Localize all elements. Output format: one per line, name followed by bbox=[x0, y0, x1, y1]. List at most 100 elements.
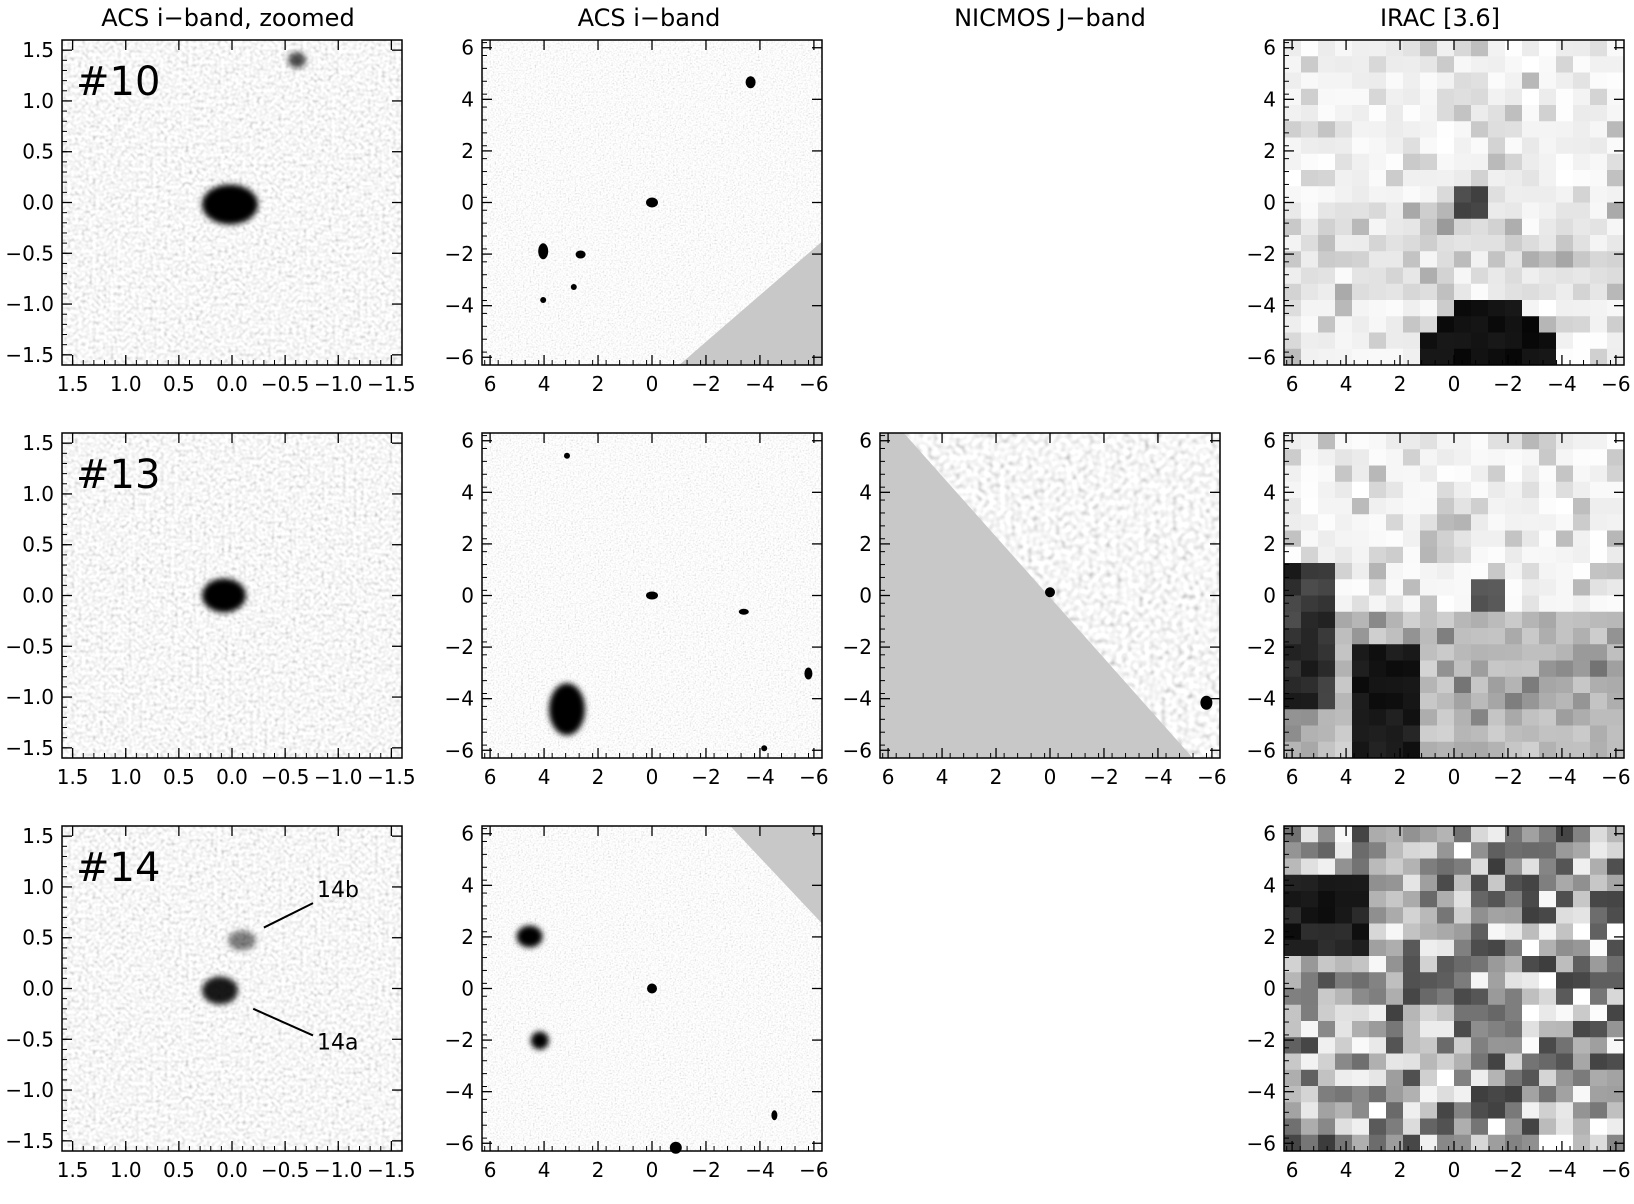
irac-pixel bbox=[1386, 1037, 1404, 1054]
irac-pixel bbox=[1301, 741, 1319, 759]
x-tick-label: 0.0 bbox=[216, 1158, 248, 1182]
irac-pixel bbox=[1556, 218, 1574, 236]
irac-pixel bbox=[1284, 923, 1302, 941]
irac-pixel bbox=[1301, 709, 1319, 726]
irac-pixel bbox=[1522, 449, 1540, 466]
irac-pixel bbox=[1505, 267, 1523, 285]
irac-pixel bbox=[1437, 88, 1455, 106]
irac-pixel bbox=[1488, 40, 1506, 57]
x-tick-label: 0.0 bbox=[216, 765, 248, 789]
irac-pixel bbox=[1284, 725, 1302, 743]
irac-pixel bbox=[1539, 644, 1557, 661]
irac-pixel bbox=[1301, 628, 1319, 645]
irac-pixel bbox=[1471, 514, 1489, 531]
irac-pixel bbox=[1301, 939, 1319, 957]
irac-pixel bbox=[1573, 56, 1591, 73]
irac-pixel bbox=[1352, 56, 1370, 73]
irac-pixel bbox=[1318, 563, 1336, 580]
irac-pixel bbox=[1539, 514, 1557, 531]
irac-pixel bbox=[1573, 105, 1591, 122]
irac-pixel bbox=[1420, 300, 1438, 317]
irac-pixel bbox=[1403, 842, 1421, 859]
irac-pixel bbox=[1522, 725, 1540, 743]
irac-pixel bbox=[1590, 153, 1608, 171]
x-tick-label: 2 bbox=[990, 765, 1003, 789]
x-tick-label: 1.5 bbox=[57, 1158, 89, 1182]
irac-pixel bbox=[1539, 283, 1557, 301]
irac-pixel bbox=[1318, 300, 1336, 317]
irac-pixel bbox=[1352, 988, 1370, 1006]
irac-pixel bbox=[1539, 956, 1557, 973]
irac-pixel bbox=[1369, 153, 1387, 171]
irac-pixel bbox=[1471, 741, 1489, 759]
x-tick-label: 6 bbox=[484, 372, 497, 396]
irac-pixel bbox=[1420, 1021, 1438, 1038]
irac-pixel bbox=[1539, 660, 1557, 678]
y-tick-label: −2 bbox=[1247, 242, 1276, 266]
y-tick-label: 0 bbox=[461, 584, 474, 608]
irac-pixel bbox=[1437, 481, 1455, 499]
x-tick-label: 0.5 bbox=[163, 372, 195, 396]
irac-pixel bbox=[1556, 1021, 1574, 1038]
irac-pixel bbox=[1335, 563, 1353, 580]
irac-pixel bbox=[1284, 1037, 1302, 1054]
irac-pixel bbox=[1505, 563, 1523, 580]
irac-pixel bbox=[1590, 251, 1608, 268]
irac-pixel bbox=[1335, 660, 1353, 678]
irac-pixel bbox=[1573, 709, 1591, 726]
irac-pixel bbox=[1284, 316, 1302, 333]
irac-pixel bbox=[1369, 56, 1387, 73]
irac-pixel bbox=[1335, 628, 1353, 645]
irac-pixel bbox=[1454, 660, 1472, 678]
irac-pixel bbox=[1573, 1021, 1591, 1038]
irac-pixel bbox=[1607, 153, 1625, 171]
irac-pixel bbox=[1471, 105, 1489, 122]
irac-pixel bbox=[1505, 218, 1523, 236]
irac-pixel bbox=[1403, 433, 1421, 450]
irac-pixel bbox=[1369, 939, 1387, 957]
irac-pixel bbox=[1590, 1069, 1608, 1087]
irac-pixel bbox=[1607, 1069, 1625, 1087]
irac-pixel bbox=[1522, 628, 1540, 645]
irac-pixel bbox=[1352, 956, 1370, 973]
irac-pixel bbox=[1471, 611, 1489, 629]
irac-pixel bbox=[1335, 1134, 1353, 1152]
irac-pixel bbox=[1505, 676, 1523, 694]
irac-pixel bbox=[1284, 1053, 1302, 1071]
irac-pixel bbox=[1505, 988, 1523, 1006]
x-tick-label: −0.5 bbox=[261, 372, 310, 396]
irac-pixel bbox=[1335, 72, 1353, 90]
irac-pixel bbox=[1556, 709, 1574, 726]
irac-pixel bbox=[1454, 725, 1472, 743]
irac-pixel bbox=[1539, 676, 1557, 694]
irac-pixel bbox=[1505, 546, 1523, 564]
irac-pixel bbox=[1522, 858, 1540, 876]
irac-pixel bbox=[1454, 40, 1472, 57]
panel-irac-row-0: 6 6 4 4 2 2 0 0 −2 −2 −4 −4 −6 −6 bbox=[1247, 36, 1631, 396]
irac-pixel bbox=[1590, 563, 1608, 580]
irac-pixel bbox=[1556, 1037, 1574, 1054]
irac-pixel bbox=[1539, 842, 1557, 859]
irac-pixel bbox=[1607, 449, 1625, 466]
irac-pixel bbox=[1420, 874, 1438, 892]
irac-pixel bbox=[1335, 465, 1353, 483]
irac-pixel bbox=[1369, 1086, 1387, 1103]
irac-pixel bbox=[1556, 283, 1574, 301]
irac-pixel bbox=[1488, 202, 1506, 220]
irac-pixel bbox=[1556, 956, 1574, 973]
irac-pixel bbox=[1386, 939, 1404, 957]
irac-pixel bbox=[1573, 316, 1591, 333]
irac-pixel bbox=[1352, 170, 1370, 187]
x-tick-label: −1.0 bbox=[314, 1158, 363, 1182]
irac-pixel bbox=[1522, 595, 1540, 613]
irac-pixel bbox=[1386, 514, 1404, 531]
irac-pixel bbox=[1556, 644, 1574, 661]
irac-pixel bbox=[1539, 1053, 1557, 1071]
irac-pixel bbox=[1522, 88, 1540, 106]
irac-pixel bbox=[1573, 826, 1591, 843]
irac-pixel bbox=[1488, 1102, 1506, 1119]
irac-pixel bbox=[1522, 676, 1540, 694]
irac-pixel bbox=[1505, 579, 1523, 596]
irac-pixel bbox=[1505, 72, 1523, 90]
irac-pixel bbox=[1284, 514, 1302, 531]
